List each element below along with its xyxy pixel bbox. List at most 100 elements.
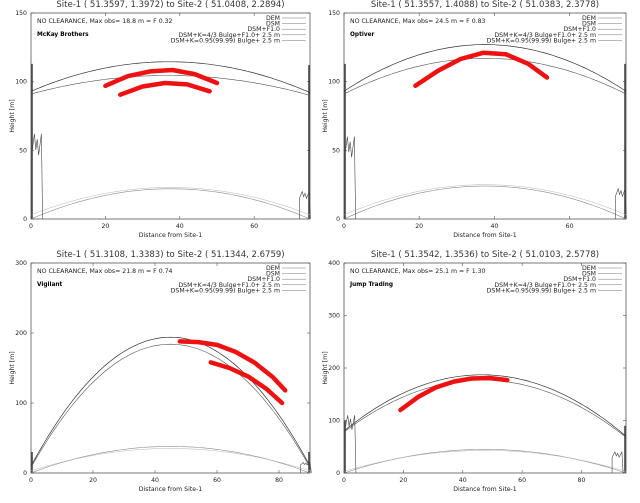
x-tick-label: 20 [101,223,109,230]
y-tick-label: 200 [15,330,27,337]
terrain-profile [30,187,311,216]
surface-clutter [344,136,356,220]
chart-title: Site-1 ( 51.3108, 1.3383) to Site-2 ( 51… [56,250,284,260]
x-tick-label: 40 [176,223,184,230]
legend-label: DSM+K=4/3 Bulge+F1.0+ 2.5 m [178,282,280,289]
legend-label: DSM+K=0.95(99.99) Bulge+ 2.5 m [487,287,596,294]
terrain-profile [343,450,627,472]
y-axis-label: Height [m] [322,99,329,132]
x-tick-label: 40 [151,477,159,484]
x-tick-label: 0 [342,223,346,230]
x-tick-label: 0 [342,477,346,484]
x-tick-label: 0 [29,223,33,230]
los-arc-upper [30,336,311,467]
clearance-text: NO CLEARANCE, Max obs= 25.1 m = F 1.30 [350,268,486,275]
x-tick-label: 80 [275,477,283,484]
x-tick-label: 20 [415,223,423,230]
los-arc-lower [343,379,627,438]
terrain-profile [343,184,627,216]
x-axis-label: Distance from Site-1 [453,486,517,493]
clearance-text: NO CLEARANCE, Max obs= 18.8 m = F 0.32 [37,18,173,25]
legend-label: DSM+K=4/3 Bulge+F1.0+ 2.5 m [178,32,280,39]
legend-label: DSM+K=4/3 Bulge+F1.0+ 2.5 m [494,32,596,39]
company-label: Vigilant [37,282,63,288]
x-tick-label: 0 [29,477,33,484]
x-tick-label: 20 [399,477,407,484]
obstruction-arc [413,50,550,89]
chart-title: Site-1 ( 51.3597, 1.3972) to Site-2 ( 51… [56,0,284,10]
legend-label: DEM [266,15,280,22]
profile-chart-1: Site-1 ( 51.3597, 1.3972) to Site-2 ( 51… [9,0,311,239]
obstruction-arc [398,375,510,413]
earth-bulge-curve [30,446,311,474]
legend-label: DSM+K=0.95(99.99) Bulge+ 2.5 m [171,37,280,44]
surface-clutter [615,187,627,220]
clearance-text: NO CLEARANCE, Max obs= 24.5 m = F 0.83 [350,18,486,25]
profile-chart-3: Site-1 ( 51.3108, 1.3383) to Site-2 ( 51… [9,250,312,493]
profile-chart-2: Site-1 ( 51.3557, 1.4088) to Site-2 ( 51… [322,0,627,239]
y-tick-label: 100 [15,79,27,86]
y-tick-label: 300 [15,260,27,267]
y-axis-label: Height [m] [322,351,329,384]
legend-label: DSM [266,21,280,28]
legend-label: DEM [582,15,596,22]
x-tick-label: 40 [459,477,467,484]
y-tick-label: 300 [328,313,340,320]
y-tick-label: 50 [332,147,340,154]
plot-frame [343,262,627,474]
los-arc-upper [343,374,627,437]
x-axis-label: Distance from Site-1 [139,486,203,493]
y-tick-label: 0 [336,216,340,223]
terrain-profile [30,448,311,472]
los-arc-lower [343,57,627,95]
obstruction-arc [118,80,212,97]
x-axis-label: Distance from Site-1 [453,232,517,239]
legend-label: DEM [266,265,280,272]
y-tick-label: 0 [23,216,27,223]
earth-bulge-curve [343,449,627,474]
surface-clutter [31,133,43,220]
y-tick-label: 0 [336,470,340,477]
legend-label: DSM+F1.0 [247,276,280,283]
surface-clutter [299,190,311,220]
legend-label: DSM [266,271,280,278]
obstruction-arc [208,360,285,406]
legend-label: DSM [582,21,596,28]
y-tick-label: 400 [328,260,340,267]
los-arc-lower [30,75,311,96]
surface-clutter [611,450,624,474]
y-tick-label: 150 [15,10,27,17]
x-tick-label: 60 [250,223,258,230]
obstruction-arc [103,67,220,89]
plot-frame [30,262,311,474]
legend-label: DSM+K=0.95(99.99) Bulge+ 2.5 m [487,37,596,44]
legend-label: DSM+F1.0 [563,276,596,283]
y-tick-label: 150 [328,10,340,17]
obstruction-arc [177,339,288,393]
company-label: Jump Trading [349,282,393,288]
x-tick-label: 60 [566,223,574,230]
x-tick-label: 80 [578,477,586,484]
y-tick-label: 100 [15,400,27,407]
x-tick-label: 60 [518,477,526,484]
clearance-text: NO CLEARANCE, Max obs= 21.8 m = F 0.74 [37,268,173,275]
legend-label: DSM+K=0.95(99.99) Bulge+ 2.5 m [171,287,280,294]
legend-label: DSM [582,271,596,278]
legend-label: DSM+F1.0 [247,26,280,33]
los-arc-upper [30,61,311,94]
legend-label: DSM+K=4/3 Bulge+F1.0+ 2.5 m [494,282,596,289]
y-tick-label: 50 [19,147,27,154]
plot-frame [30,12,311,220]
y-tick-label: 100 [328,79,340,86]
surface-clutter [299,461,312,474]
y-tick-label: 0 [23,470,27,477]
y-axis-label: Height [m] [9,351,16,384]
los-arc-lower [30,343,311,468]
earth-bulge-curve [30,188,311,220]
los-arc-upper [343,44,627,92]
